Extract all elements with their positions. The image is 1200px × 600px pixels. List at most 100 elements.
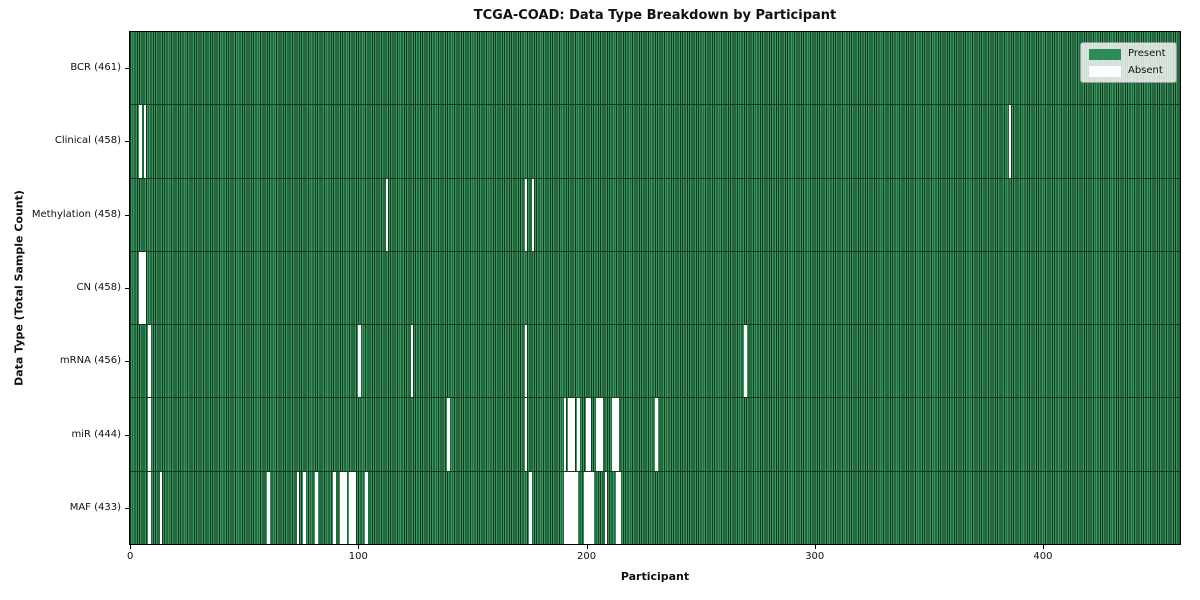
- y-tick-mark: [125, 67, 129, 69]
- absent-gap: [524, 178, 528, 251]
- legend-entry-absent: Absent: [1088, 64, 1168, 78]
- absent-gap: [616, 471, 619, 544]
- absent-gap: [143, 105, 147, 178]
- absent-gap: [590, 471, 594, 544]
- absent-gap: [296, 471, 300, 544]
- absent-gap: [410, 325, 414, 398]
- y-tick-label-miR: miR (444): [71, 428, 121, 440]
- absent-gap: [613, 398, 617, 471]
- absent-gap: [353, 471, 357, 544]
- absent-gap: [568, 471, 571, 544]
- x-tick-label-0: 0: [126, 551, 134, 562]
- absent-gap: [568, 398, 571, 471]
- x-tick-label-400: 400: [1033, 551, 1053, 562]
- absent-gap: [604, 471, 608, 544]
- absent-gap: [654, 398, 658, 471]
- x-axis-label: Participant: [620, 570, 690, 583]
- absent-gap: [611, 398, 615, 471]
- y-tick-mark: [125, 361, 129, 363]
- y-tick-label-CN: CN (458): [76, 282, 121, 293]
- absent-gap: [524, 325, 528, 398]
- chart-title: TCGA-COAD: Data Type Breakdown by Partic…: [473, 8, 837, 23]
- heatmap-row-CN: [130, 250, 1180, 325]
- absent-gap: [588, 398, 592, 471]
- absent-gap: [385, 178, 389, 251]
- heatmap-row-mRNA: [130, 324, 1180, 398]
- heatmap-row-BCR: [130, 32, 1180, 105]
- absent-gap: [314, 471, 318, 544]
- absent-gap: [303, 471, 307, 544]
- absent-gap: [572, 471, 576, 544]
- absent-gap: [333, 471, 336, 544]
- y-tick-label-MAF: MAF (433): [69, 502, 121, 514]
- absent-gap: [351, 471, 355, 544]
- absent-gap: [529, 471, 533, 544]
- absent-gap: [159, 471, 163, 544]
- absent-gap: [143, 251, 147, 325]
- absent-gap: [565, 471, 569, 544]
- legend: Present Absent: [1080, 42, 1177, 83]
- absent-gap: [616, 398, 619, 471]
- absent-gap: [574, 471, 578, 544]
- absent-gap: [577, 398, 580, 471]
- x-tick-mark: [358, 545, 360, 549]
- y-tick-label-Methylation: Methylation (458): [31, 208, 121, 220]
- absent-gap: [570, 471, 574, 544]
- x-tick-mark: [130, 545, 132, 549]
- legend-label-absent: Absent: [1128, 65, 1163, 76]
- x-tick-label-200: 200: [576, 551, 597, 562]
- absent-gap: [148, 471, 151, 544]
- absent-gap: [344, 471, 348, 544]
- x-tick-mark: [586, 545, 588, 549]
- absent-gap: [597, 398, 601, 471]
- absent-gap: [358, 325, 361, 398]
- absent-gap: [1008, 105, 1012, 178]
- legend-swatch-absent-icon: [1088, 64, 1122, 78]
- absent-gap: [563, 471, 567, 544]
- y-tick-mark: [125, 141, 129, 143]
- legend-swatch-present-icon: [1089, 48, 1121, 60]
- absent-gap: [139, 105, 142, 178]
- heatmap-row-Clinical: [130, 104, 1180, 178]
- absent-gap: [141, 251, 145, 325]
- y-tick-mark: [125, 434, 129, 436]
- absent-gap: [342, 471, 345, 544]
- y-tick-mark: [125, 214, 129, 216]
- x-tick-mark: [814, 545, 816, 549]
- absent-gap: [570, 398, 574, 471]
- absent-gap: [600, 398, 603, 471]
- y-tick-mark: [125, 508, 129, 510]
- absent-gap: [586, 398, 590, 471]
- absent-gap: [524, 398, 528, 471]
- heatmap-row-miR: [130, 397, 1180, 471]
- legend-label-present: Present: [1128, 48, 1166, 59]
- y-tick-label-BCR: BCR (461): [70, 61, 121, 73]
- y-tick-label-mRNA: mRNA (456): [59, 355, 121, 367]
- absent-gap: [743, 325, 747, 398]
- absent-gap: [266, 471, 270, 544]
- plot-area: [129, 31, 1181, 545]
- absent-gap: [618, 471, 622, 544]
- heatmap-row-MAF: [130, 470, 1180, 544]
- absent-gap: [139, 251, 142, 325]
- x-tick-label-100: 100: [348, 551, 368, 562]
- absent-gap: [572, 398, 576, 471]
- legend-entry-present: Present: [1089, 48, 1168, 60]
- absent-gap: [595, 398, 599, 471]
- y-tick-mark: [125, 288, 129, 289]
- x-tick-label-300: 300: [805, 551, 825, 562]
- absent-gap: [148, 325, 151, 398]
- heatmap-row-Methylation: [130, 177, 1180, 251]
- absent-gap: [349, 471, 352, 544]
- absent-gap: [531, 178, 535, 251]
- absent-gap: [339, 471, 343, 544]
- absent-gap: [148, 398, 151, 471]
- absent-gap: [588, 471, 592, 544]
- absent-gap: [586, 471, 590, 544]
- absent-gap: [447, 398, 450, 471]
- absent-gap: [584, 471, 587, 544]
- absent-gap: [365, 471, 368, 544]
- x-tick-mark: [1042, 545, 1044, 549]
- y-tick-label-Clinical: Clinical (458): [54, 135, 121, 147]
